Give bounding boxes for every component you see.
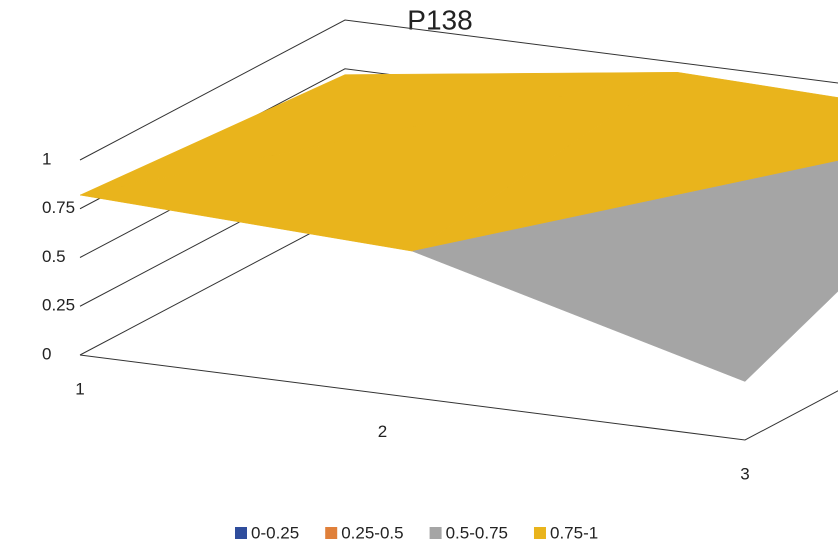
legend-swatch xyxy=(533,527,546,539)
legend-label: 0.75-1 xyxy=(550,523,598,542)
z-tick-label: 0.5 xyxy=(42,247,66,266)
x-tick-label: 2 xyxy=(378,422,387,441)
floor-edge xyxy=(79,354,838,441)
z-tick-label: 0 xyxy=(42,344,51,363)
x-tick-label: 1 xyxy=(75,379,84,398)
z-tick-label: 0.25 xyxy=(42,296,75,315)
legend-label: 0-0.25 xyxy=(251,523,299,542)
legend-label: 0.25-0.5 xyxy=(341,523,403,542)
surface-patch xyxy=(411,160,838,382)
chart-title: P138 xyxy=(407,4,472,35)
legend-swatch xyxy=(429,527,442,539)
legend-swatch xyxy=(235,527,247,539)
x-tick-label: 3 xyxy=(740,464,749,483)
legend-swatch xyxy=(325,527,338,539)
legend-label: 0.5-0.75 xyxy=(446,523,508,542)
z-tick-label: 1 xyxy=(42,149,51,168)
grid-line xyxy=(79,19,838,161)
z-tick-label: 0.75 xyxy=(42,198,75,217)
